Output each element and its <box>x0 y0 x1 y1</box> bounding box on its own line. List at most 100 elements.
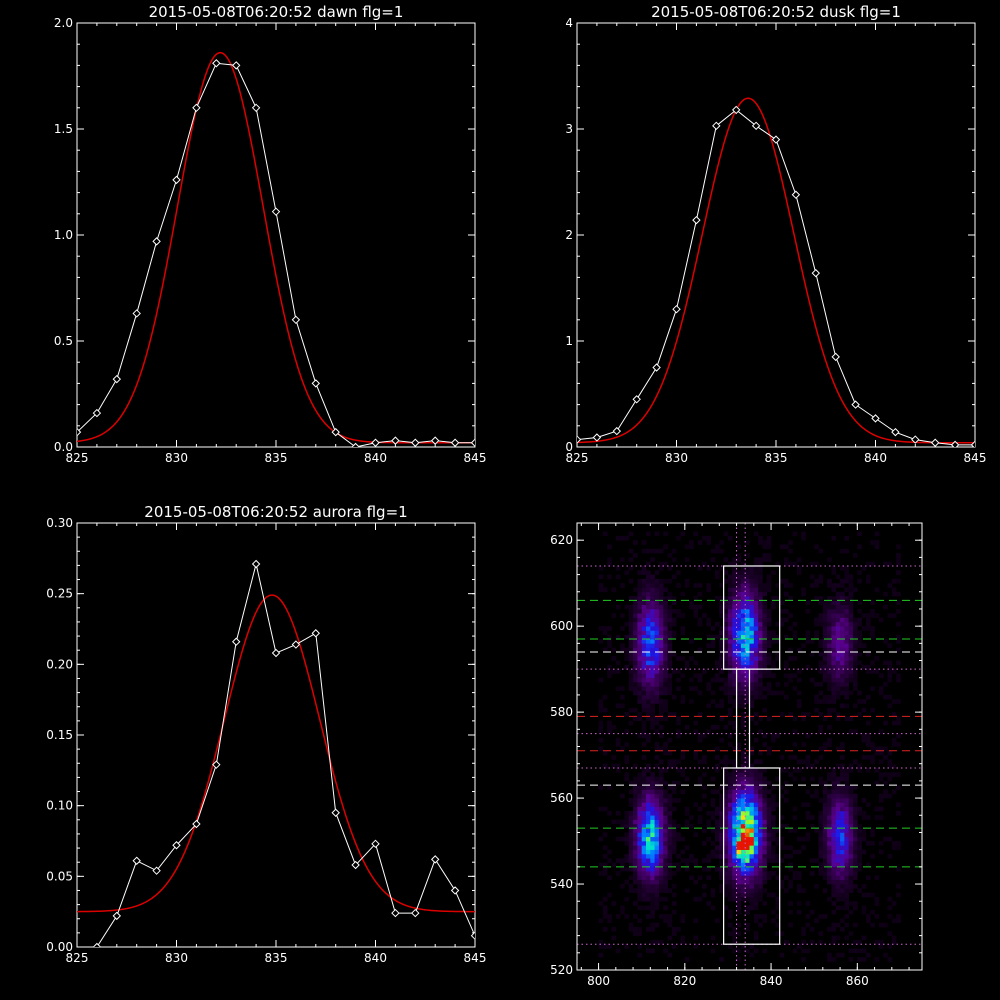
image-pixel <box>848 651 854 657</box>
image-pixel <box>753 853 759 859</box>
image-pixel <box>753 798 759 803</box>
image-pixel <box>796 690 802 696</box>
image-pixel <box>654 858 660 863</box>
image-pixel <box>646 600 651 605</box>
image-pixel <box>602 914 608 919</box>
image-pixel <box>835 604 841 610</box>
image-pixel <box>784 845 789 850</box>
image-pixel <box>624 535 630 541</box>
image-pixel <box>727 871 733 876</box>
image-pixel <box>749 866 755 872</box>
image-pixel <box>732 866 737 872</box>
image-pixel <box>758 871 763 876</box>
image-pixel <box>857 578 862 584</box>
image-pixel <box>784 557 789 562</box>
image-pixel <box>697 733 703 739</box>
image-pixel <box>654 656 660 661</box>
image-pixel <box>658 712 664 717</box>
image-pixel <box>766 639 772 644</box>
image-pixel <box>624 729 630 734</box>
image-pixel <box>615 819 621 825</box>
image-pixel <box>607 639 612 644</box>
image-pixel <box>641 841 647 846</box>
image-pixel <box>620 909 625 915</box>
image-pixel <box>658 884 664 889</box>
image-pixel <box>796 703 802 709</box>
image-pixel <box>732 832 737 838</box>
image-pixel <box>641 845 647 850</box>
image-pixel <box>671 548 677 554</box>
image-pixel <box>835 639 841 644</box>
image-pixel <box>771 892 776 898</box>
image-pixel <box>646 849 651 855</box>
image-pixel <box>602 896 608 902</box>
image-pixel <box>727 630 733 636</box>
image-pixel <box>848 643 854 648</box>
image-pixel <box>891 939 897 945</box>
image-pixel <box>646 892 651 898</box>
image-pixel <box>736 673 742 679</box>
image-pixel <box>805 759 811 764</box>
image-pixel <box>693 596 699 601</box>
image-pixel <box>796 767 802 773</box>
data-point <box>577 435 582 444</box>
image-pixel <box>684 578 690 584</box>
image-pixel <box>831 866 837 872</box>
image-pixel <box>749 806 755 812</box>
image-pixel <box>818 578 824 584</box>
image-pixel <box>663 703 668 709</box>
image-pixel <box>784 583 789 588</box>
image-pixel <box>745 604 750 610</box>
image-pixel <box>646 948 651 954</box>
image-pixel <box>848 647 854 653</box>
data-point <box>632 395 641 404</box>
chart-title: 2015-05-08T06:20:52 aurora flg=1 <box>144 503 407 521</box>
image-pixel <box>680 591 686 597</box>
image-pixel <box>827 952 832 958</box>
image-pixel <box>814 634 819 640</box>
y-tick-label: 560 <box>550 791 573 805</box>
image-pixel <box>727 815 733 820</box>
image-pixel <box>792 742 798 747</box>
image-pixel <box>844 767 849 773</box>
image-pixel <box>654 793 660 799</box>
image-pixel <box>844 914 849 919</box>
image-pixel <box>835 896 841 902</box>
image-pixel <box>766 557 772 562</box>
image-pixel <box>853 660 858 666</box>
image-pixel <box>796 570 802 575</box>
image-pixel <box>809 561 815 567</box>
image-pixel <box>702 858 707 863</box>
image-pixel <box>715 763 720 769</box>
image-pixel <box>671 763 677 769</box>
image-pixel <box>719 600 724 605</box>
image-pixel <box>637 832 642 838</box>
image-pixel <box>745 927 750 932</box>
image-pixel <box>628 596 634 601</box>
image-pixel <box>840 742 845 747</box>
image-pixel <box>633 785 638 790</box>
data-point <box>731 105 741 115</box>
image-pixel <box>611 725 617 730</box>
image-pixel <box>857 823 862 829</box>
image-pixel <box>853 823 858 829</box>
image-pixel <box>736 866 742 872</box>
image-pixel <box>663 871 668 876</box>
image-pixel <box>749 832 755 838</box>
image-pixel <box>727 944 733 949</box>
image-pixel <box>706 643 711 648</box>
image-pixel <box>693 832 699 838</box>
data-point <box>77 427 82 437</box>
extraction-box <box>723 565 781 670</box>
image-pixel <box>831 789 837 795</box>
image-pixel <box>641 853 647 859</box>
image-pixel <box>827 634 832 640</box>
image-pixel <box>840 669 845 674</box>
image-pixel <box>719 583 724 588</box>
image-pixel <box>607 664 612 670</box>
image-pixel <box>857 600 862 605</box>
image-pixel <box>801 742 806 747</box>
image-pixel <box>753 879 759 885</box>
image-pixel <box>646 802 651 807</box>
image-pixel <box>650 634 655 640</box>
